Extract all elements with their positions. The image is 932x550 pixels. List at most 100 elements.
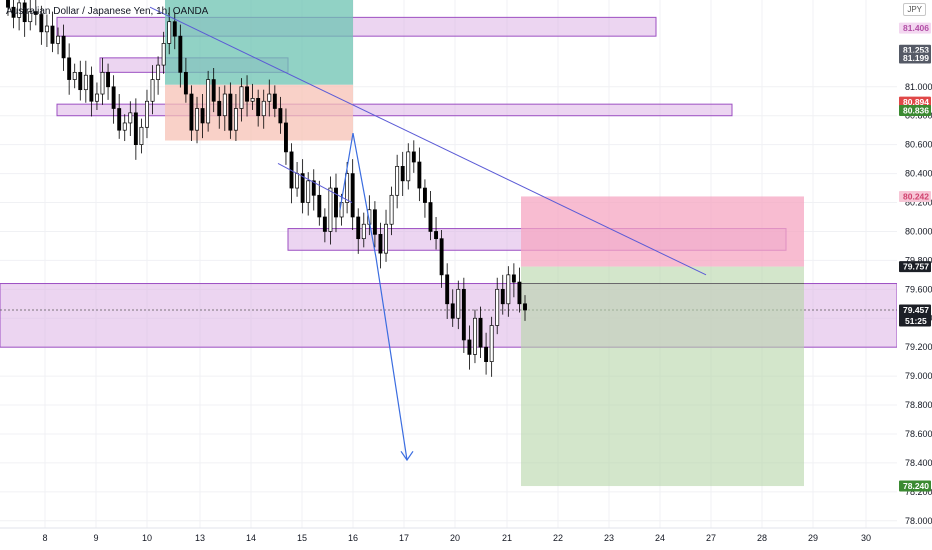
candle-body	[167, 21, 172, 44]
candle-body	[195, 108, 199, 131]
candle-body	[189, 93, 194, 131]
candle-body	[450, 303, 455, 319]
candle-body	[300, 173, 305, 203]
candle-body	[500, 288, 505, 305]
time-tick-label: 14	[246, 533, 256, 543]
candle-body	[439, 238, 444, 276]
candle-body	[222, 93, 227, 117]
price-tick-label: 81.000	[905, 82, 932, 92]
currency-label[interactable]: JPY	[903, 3, 926, 16]
time-tick-label: 13	[195, 533, 205, 543]
price-badge	[899, 52, 931, 64]
candle-body	[56, 35, 60, 44]
candle-body	[406, 151, 411, 182]
price-tick-label: 78.800	[905, 400, 932, 410]
candle-body	[345, 173, 350, 203]
price-tick-label: 79.800	[905, 255, 932, 265]
candle-body	[517, 281, 522, 305]
candle-body	[211, 79, 216, 102]
time-axis-bg	[0, 528, 932, 550]
candle-body	[39, 14, 44, 33]
price-badge	[899, 261, 931, 273]
price-tick-label: 78.000	[905, 516, 932, 526]
candle-body	[356, 216, 361, 240]
trend-line	[149, 6, 707, 276]
time-tick-label: 22	[553, 533, 563, 543]
price-tick-label: 78.600	[905, 429, 932, 439]
projection-path	[339, 132, 408, 461]
candle-body	[306, 180, 311, 203]
price-tick-label: 78.400	[905, 458, 932, 468]
price-axis-bg	[897, 0, 932, 550]
candle-body	[361, 223, 366, 240]
short-tp-area	[521, 266, 804, 487]
candle-body	[28, 11, 33, 23]
candle-body	[239, 86, 244, 109]
price-tick-label: 80.400	[905, 169, 932, 179]
candle-body	[311, 180, 316, 196]
price-badge-label: 81.199	[903, 53, 929, 63]
price-badge-label: 80.836	[903, 106, 929, 116]
candle-body	[139, 126, 144, 146]
candle-body	[372, 209, 377, 235]
time-tick-label: 16	[348, 533, 358, 543]
short-sl-area	[521, 196, 804, 267]
candle-body	[150, 79, 155, 102]
candle-body	[17, 2, 22, 18]
candle-body	[250, 98, 255, 102]
candle-body	[511, 274, 516, 283]
drawings	[149, 6, 707, 462]
price-tick-label: 80.600	[905, 140, 932, 150]
price-badge	[899, 304, 931, 327]
candle-body	[67, 57, 72, 80]
candle-body	[495, 288, 500, 326]
countdown-label: 51:25	[905, 316, 927, 326]
price-badge	[899, 96, 931, 108]
candle-body	[44, 25, 49, 33]
candle-body	[389, 194, 394, 225]
zone-mid-left	[56, 103, 733, 117]
candle-body	[395, 166, 400, 196]
candle-body	[400, 166, 405, 182]
time-tick-label: 17	[399, 533, 409, 543]
candle-body	[94, 93, 99, 102]
price-badge-label: 81.406	[903, 23, 929, 33]
candle-body	[72, 71, 77, 80]
candle-body	[217, 100, 222, 117]
candle-body	[461, 288, 466, 341]
candle-body	[106, 71, 111, 88]
candle-body	[484, 346, 489, 362]
price-badge-label: 79.757	[903, 262, 929, 272]
candle-body	[233, 108, 238, 131]
arrow-head	[400, 450, 414, 462]
candle-body	[350, 173, 355, 218]
candle-body	[411, 151, 416, 163]
candle-body	[50, 25, 55, 44]
candle-body	[456, 288, 461, 319]
candle-body	[133, 112, 138, 146]
candle-body	[145, 100, 149, 128]
time-tick-label: 20	[450, 533, 460, 543]
time-tick-label: 21	[502, 533, 512, 543]
price-badge-label: 78.240	[903, 481, 929, 491]
candle-body	[284, 122, 288, 153]
small-trend-line	[277, 163, 353, 203]
candle-body	[228, 93, 233, 131]
candle-body	[478, 317, 483, 348]
candle-body	[206, 79, 211, 124]
long-tp-area	[165, 0, 353, 85]
candle-body	[11, 6, 16, 18]
candle-body	[111, 86, 116, 109]
price-badge-label: 79.457	[903, 305, 929, 315]
candle-body	[245, 86, 249, 102]
candle-body	[506, 274, 511, 305]
price-tick-label: 79.000	[905, 371, 932, 381]
candle-body	[467, 339, 472, 355]
price-tick-label: 80.000	[905, 226, 932, 236]
candle-body	[295, 173, 300, 189]
candle-body	[33, 11, 38, 15]
candle-body	[523, 303, 527, 311]
time-tick-label: 24	[655, 533, 665, 543]
